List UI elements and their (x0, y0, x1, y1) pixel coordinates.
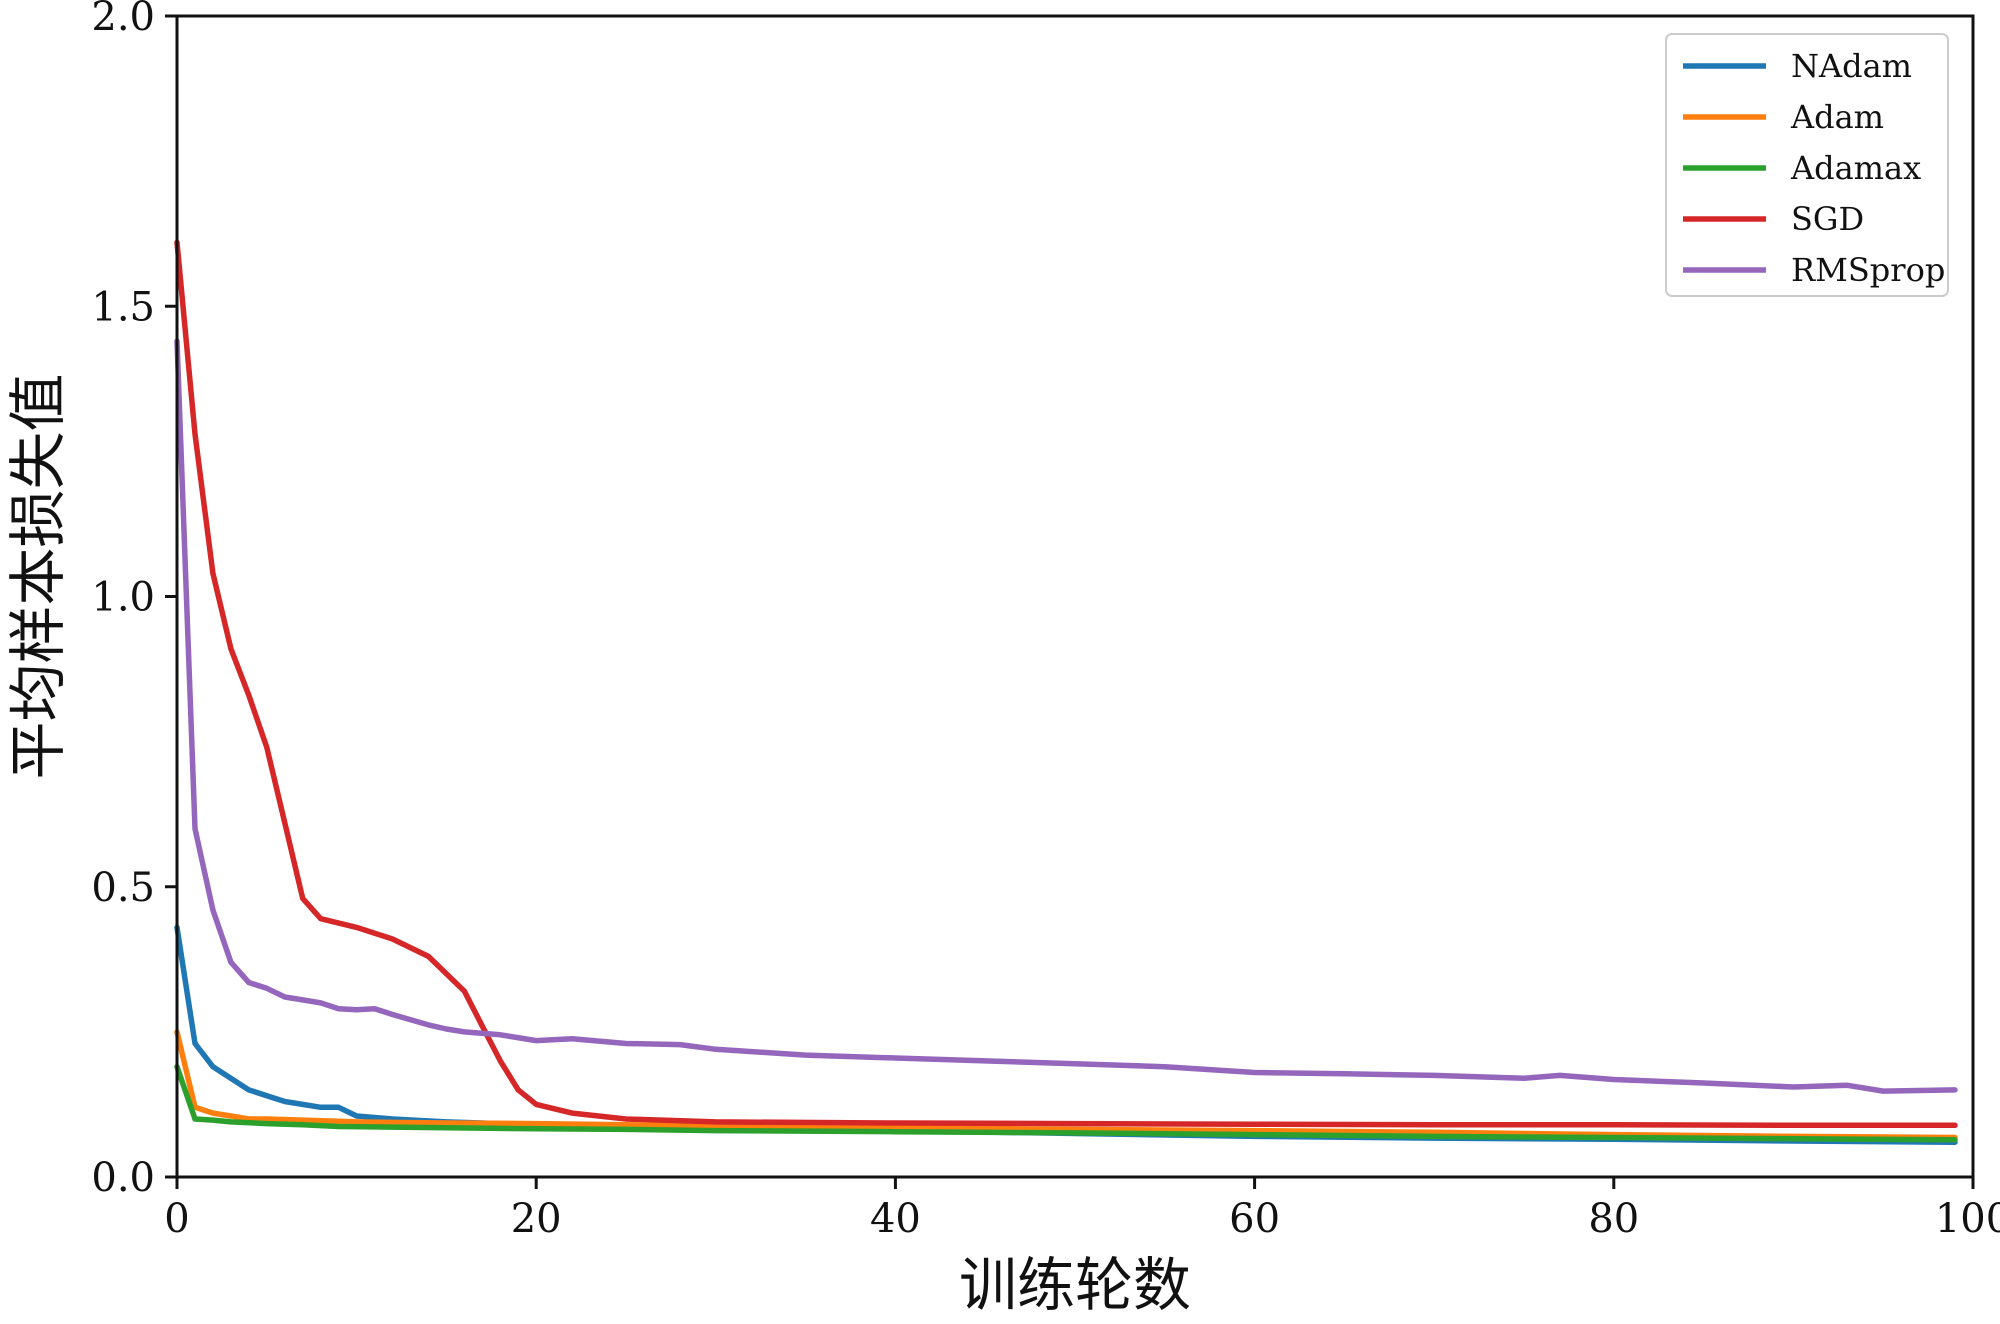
y-tick-label: 0.0 (91, 1155, 155, 1201)
legend: NAdam Adam Adamax SGD RMSprop (1665, 33, 1949, 297)
legend-label-sgd: SGD (1791, 200, 1864, 238)
y-axis-ticks: 0.0 0.5 1.0 1.5 2.0 (91, 0, 177, 1201)
x-tick-label: 0 (164, 1196, 189, 1242)
x-tick-label: 40 (870, 1196, 921, 1242)
x-axis-ticks: 0 20 40 60 80 100 (164, 1177, 2000, 1242)
x-tick-label: 80 (1588, 1196, 1639, 1242)
y-tick-label: 0.5 (91, 865, 155, 911)
x-axis-label: 训练轮数 (959, 1251, 1191, 1319)
series-layer (174, 239, 1958, 1145)
x-tick-label: 60 (1229, 1196, 1280, 1242)
series-line-adamax (174, 1063, 1958, 1143)
legend-label-adamax: Adamax (1790, 149, 1921, 187)
y-tick-label: 1.0 (91, 575, 155, 621)
series-line-nadam (174, 924, 1958, 1145)
legend-label-nadam: NAdam (1791, 47, 1912, 85)
x-tick-label: 20 (511, 1196, 562, 1242)
legend-label-rmsprop: RMSprop (1791, 251, 1945, 289)
y-axis-label: 平均样本损失值 (4, 373, 72, 779)
y-tick-label: 1.5 (91, 284, 155, 330)
legend-box (1665, 33, 1949, 297)
x-tick-label: 100 (1935, 1196, 2000, 1242)
legend-label-adam: Adam (1790, 98, 1884, 136)
series-line-adam (174, 1029, 1958, 1141)
series-line-rmsprop (174, 338, 1958, 1094)
y-tick-label: 2.0 (91, 0, 155, 40)
series-line-sgd (174, 239, 1958, 1129)
